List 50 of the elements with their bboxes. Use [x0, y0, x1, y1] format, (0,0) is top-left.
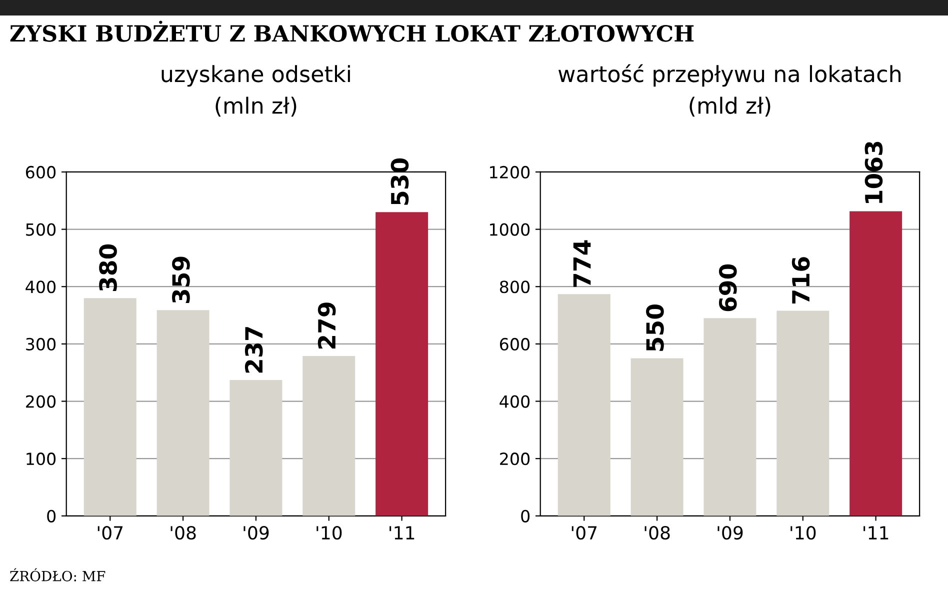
- y-tick-label: 0: [521, 510, 530, 522]
- x-tick-label: '09: [718, 526, 743, 540]
- y-tick-label: 200: [26, 395, 56, 408]
- y-tick-label: 1200: [490, 166, 530, 179]
- data-label: 359: [172, 256, 190, 303]
- text: ŹRÓDŁO: MF: [10, 568, 106, 582]
- bar: [776, 310, 830, 516]
- y-tick-label: 600: [26, 166, 56, 179]
- x-tick-label: '07: [98, 526, 123, 540]
- bar: [302, 356, 356, 516]
- y-tick-label: 400: [500, 395, 530, 408]
- x-tick-label: '11: [390, 526, 414, 540]
- bar: [230, 380, 282, 516]
- y-tick-label: 600: [500, 338, 530, 351]
- chart-subtitle: (mld zł): [690, 96, 770, 117]
- y-tick-label: 200: [500, 452, 530, 466]
- y-tick-label: 500: [26, 223, 56, 236]
- text: ZYSKI BUDŻETU Z BANKOWYCH LOKAT ZŁOTOWYCH: [10, 20, 694, 42]
- y-tick-label: 1000: [490, 223, 530, 236]
- bar: [376, 212, 428, 516]
- y-tick-label: 100: [26, 452, 56, 466]
- data-label: 237: [244, 327, 263, 373]
- data-label: 530: [390, 158, 409, 205]
- bar: [850, 211, 902, 516]
- y-tick-label: 400: [26, 280, 56, 294]
- bar: [558, 294, 610, 516]
- y-tick-label: 800: [500, 280, 530, 294]
- data-label: 380: [99, 244, 117, 291]
- y-tick-label: 0: [47, 510, 56, 522]
- x-tick-label: '08: [644, 526, 670, 540]
- x-tick-label: '07: [572, 526, 597, 540]
- data-label: 716: [792, 257, 810, 304]
- x-tick-label: '08: [170, 526, 196, 540]
- data-label: 1063: [864, 142, 883, 204]
- chart-title: uzyskane odsetki: [162, 65, 350, 87]
- data-label: 774: [573, 240, 591, 287]
- bar: [156, 310, 210, 516]
- x-tick-label: '10: [790, 526, 816, 540]
- data-label: 279: [318, 302, 336, 349]
- y-tick-label: 300: [26, 338, 56, 351]
- bar: [84, 298, 136, 516]
- chart-subtitle: (mln zł): [216, 96, 296, 117]
- bar: [630, 358, 684, 516]
- x-tick-label: '10: [316, 526, 342, 540]
- chart-title: wartość przepływu na lokatach: [558, 64, 900, 87]
- bar: [704, 318, 756, 516]
- x-tick-label: '11: [864, 526, 888, 540]
- data-label: 690: [718, 264, 737, 312]
- data-label: 550: [646, 304, 664, 351]
- x-tick-label: '09: [244, 526, 269, 540]
